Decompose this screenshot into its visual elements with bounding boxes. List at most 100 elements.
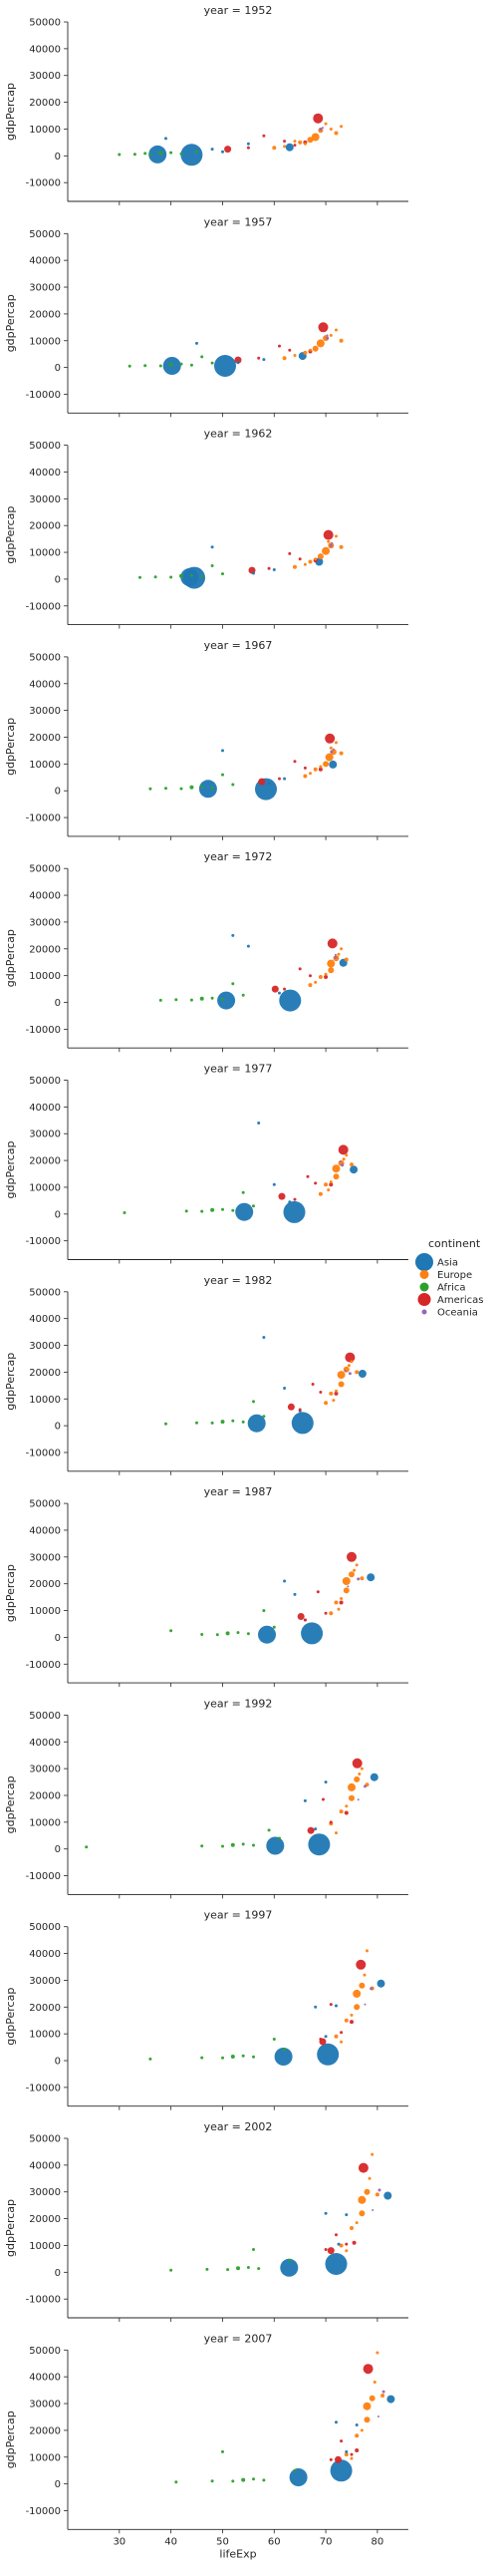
y-tick-label: 50000 [29,1711,61,1722]
data-point-americas [319,1391,323,1394]
data-point-europe [369,2395,375,2402]
data-point-americas [350,2452,354,2456]
data-point-oceania [332,748,335,751]
data-point-africa [210,361,214,365]
y-tick-label: 0 [55,2268,61,2279]
data-point-africa [179,362,183,366]
panel-title: year = 2002 [204,2120,273,2133]
data-point-africa [200,2056,204,2060]
y-tick-label: 50000 [29,1499,61,1510]
y-tick-label: -10000 [26,178,61,189]
data-point-asia [308,1833,331,1856]
data-point-oceania [331,541,334,544]
y-tick-label: 30000 [29,1765,61,1775]
data-point-americas [319,2038,323,2041]
data-point-europe [353,1568,357,1572]
data-point-africa [236,2266,240,2271]
data-point-africa [221,773,224,777]
y-tick-label: 40000 [29,1525,61,1536]
y-tick-label: 10000 [29,1395,61,1406]
legend-label-americas: Americas [437,1295,483,1306]
data-point-europe [340,125,344,129]
data-point-oceania [326,336,330,340]
y-tick-label: 40000 [29,468,61,479]
y-tick-label: -10000 [26,1236,61,1247]
data-point-africa [221,2449,224,2453]
y-tick-label: 0 [55,152,61,162]
panel-title: year = 1982 [204,1274,273,1287]
data-point-europe [338,1381,345,1388]
y-tick-label: 10000 [29,760,61,771]
data-point-europe [368,2176,372,2180]
y-tick-label: 20000 [29,2214,61,2225]
y-tick-label: 30000 [29,2400,61,2411]
data-point-americas [335,2233,338,2237]
data-point-asia [337,2242,341,2246]
data-point-africa [230,2055,235,2059]
data-point-europe [350,1162,354,1167]
data-point-africa [169,151,173,155]
data-point-asia [247,1414,266,1433]
data-point-africa [169,2268,173,2272]
data-point-africa [252,1204,255,1208]
data-point-europe [345,1153,349,1157]
data-point-asia [335,2420,338,2424]
data-point-americas [355,2448,360,2452]
y-axis-label: gdpPercap [4,1564,17,1622]
data-point-americas [293,144,297,148]
y-tick-label: 40000 [29,891,61,902]
data-point-africa [231,982,235,986]
y-tick-label: 0 [55,1209,61,1220]
data-point-europe [345,2249,349,2253]
data-point-americas [297,1613,305,1620]
y-tick-label: 50000 [29,441,61,452]
data-point-europe [337,952,341,956]
data-point-americas [327,938,338,949]
y-axis-label: gdpPercap [4,929,17,987]
data-point-asia [278,991,281,995]
legend-label-africa: Africa [437,1283,466,1294]
y-tick-label: 50000 [29,1922,61,1933]
data-point-americas [257,356,261,360]
y-tick-label: 50000 [29,652,61,663]
data-point-europe [308,983,313,988]
data-point-africa [174,2480,178,2484]
data-point-europe [347,1364,351,1368]
data-point-europe [339,338,344,343]
data-point-africa [179,152,183,156]
data-point-americas [313,113,324,124]
data-point-asia [329,760,338,769]
data-point-americas [311,1828,315,1832]
data-point-europe [298,140,303,145]
data-point-europe [339,2243,344,2248]
data-point-europe [363,2402,372,2411]
y-tick-label: 40000 [29,1949,61,1960]
data-point-africa [221,1844,224,1848]
y-tick-label: 0 [55,998,61,1009]
data-point-europe [373,2381,376,2384]
data-point-oceania [330,750,334,754]
data-point-oceania [344,1370,347,1373]
data-point-africa [210,786,214,790]
data-point-europe [337,1371,346,1380]
data-point-africa [205,2267,209,2271]
y-tick-label: -10000 [26,813,61,824]
data-point-europe [334,1600,339,1605]
data-point-europe [380,2394,385,2398]
data-point-europe [344,2018,349,2023]
y-tick-label: 0 [55,363,61,374]
data-point-americas [347,1551,357,1562]
data-point-oceania [370,1987,374,1991]
y-tick-label: 30000 [29,1552,61,1563]
x-tick-label: 70 [320,2536,333,2547]
y-tick-label: 0 [55,2057,61,2068]
data-point-europe [329,1391,334,1396]
y-axis-label: gdpPercap [4,1988,17,2046]
data-point-oceania [381,2390,385,2394]
y-tick-label: 30000 [29,283,61,294]
data-point-africa [200,574,204,578]
y-tick-label: 20000 [29,98,61,109]
data-point-africa [200,1844,204,1848]
data-point-americas [283,140,287,144]
y-tick-label: -10000 [26,390,61,401]
